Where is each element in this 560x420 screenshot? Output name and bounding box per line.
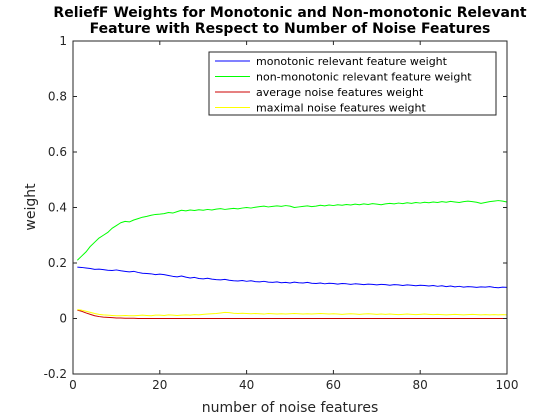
series-line-maximal-noise [77, 309, 508, 317]
y-tick-label: 0.2 [48, 256, 67, 270]
x-tick-label: 40 [239, 378, 254, 392]
legend-box [208, 51, 497, 116]
y-tick-label: 1 [59, 34, 67, 48]
y-tick-label: 0.8 [48, 90, 67, 104]
y-tick-label: -0.2 [44, 367, 67, 381]
legend-label-non-monotonic: non-monotonic relevant feature weight [256, 71, 472, 84]
x-tick-label: 80 [413, 378, 428, 392]
x-tick-label: 100 [496, 378, 519, 392]
y-axis-ticks: -0.2 0 0.2 0.4 0.6 0.8 1 [44, 34, 507, 381]
chart-title-line-2: Feature with Respect to Number of Noise … [90, 21, 491, 37]
x-tick-label: 0 [69, 378, 77, 392]
x-axis-label: number of noise features [202, 400, 379, 416]
legend-label-monotonic: monotonic relevant feature weight [256, 55, 448, 68]
y-axis-label: weight [23, 183, 39, 231]
series-line-average-noise [77, 309, 507, 319]
series-line-non-monotonic [76, 200, 508, 261]
series-layer [76, 200, 508, 319]
legend-entries: monotonic relevant feature weight non-mon… [215, 55, 472, 115]
x-tick-label: 60 [326, 378, 341, 392]
y-tick-label: 0.6 [48, 145, 67, 159]
x-tick-label: 20 [152, 378, 167, 392]
y-tick-label: 0.4 [48, 201, 67, 215]
legend-label-maximal-noise: maximal noise features weight [256, 102, 426, 115]
legend: monotonic relevant feature weight non-mon… [208, 51, 497, 116]
chart-title-line-1: ReliefF Weights for Monotonic and Non-mo… [53, 5, 526, 21]
y-tick-label: 0 [59, 312, 67, 326]
legend-label-average-noise: average noise features weight [256, 86, 424, 99]
x-axis-ticks: 0 20 40 60 80 100 [69, 41, 518, 392]
series-line-monotonic [77, 266, 508, 289]
